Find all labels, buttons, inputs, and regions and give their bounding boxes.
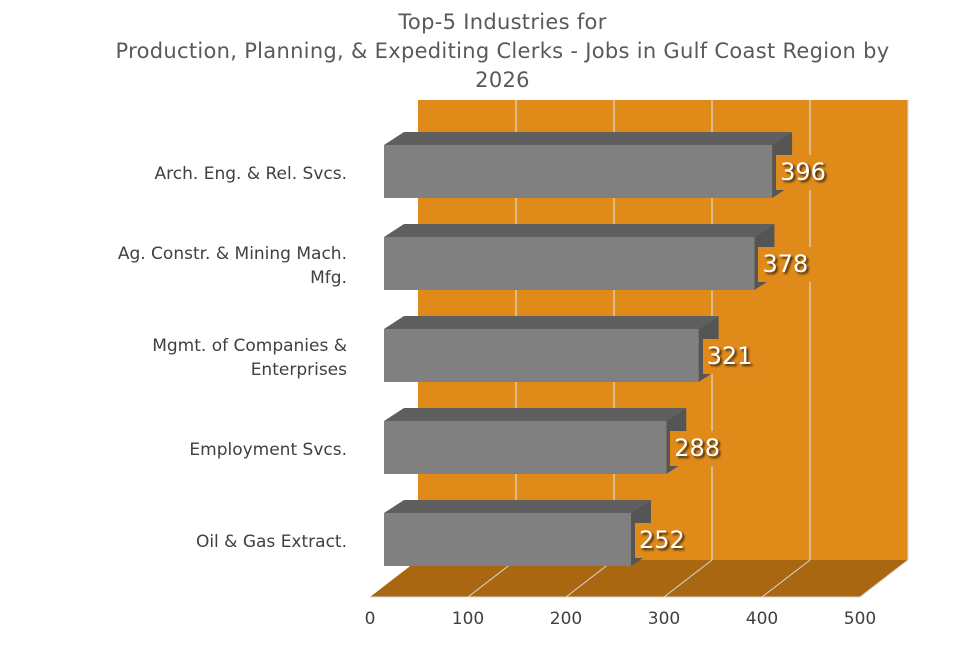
category-label-line: Employment Svcs. [189,439,347,460]
bar [384,237,755,290]
data-label: 378 [758,247,813,282]
bar-top-face [384,224,775,237]
bar [384,421,667,474]
x-tick-label: 100 [451,609,485,629]
data-label: 396 [776,155,830,190]
data-label: 321 [702,339,757,374]
category-label-line: Arch. Eng. & Rel. Svcs. [154,163,347,184]
chart-title: Top-5 Industries for Production, Plannin… [0,8,975,95]
data-label: 288 [670,431,725,466]
title-line-3: 2026 [475,68,530,92]
x-tick-label: 200 [549,609,583,629]
x-tick-label: 500 [843,609,877,629]
data-label: 252 [634,523,689,558]
gridline-floor [467,559,517,598]
category-label-line: Mgmt. of Companies & [152,335,347,356]
x-tick-label: 0 [364,609,376,629]
category-label-line: Oil & Gas Extract. [195,531,347,552]
x-tick-label: 300 [647,609,681,629]
bar [384,513,631,566]
category-label: Oil & Gas Extract. [17,530,347,554]
bar-top-face [384,500,651,513]
gridline-floor [859,559,909,598]
bar [384,145,773,198]
x-tick-label: 400 [745,609,779,629]
category-label: Arch. Eng. & Rel. Svcs. [17,162,347,186]
bar [384,329,699,382]
category-label-line: Enterprises [250,359,347,380]
category-label: Mgmt. of Companies & Enterprises [17,334,347,382]
category-label: Employment Svcs. [17,438,347,462]
bar-top-face [384,316,719,329]
bar-top-face [384,408,687,421]
category-label: Ag. Constr. & Mining Mach. Mfg. [17,242,347,290]
bar-top-face [384,132,793,145]
gridline-floor [663,559,713,598]
category-label-line: Mfg. [310,267,347,288]
category-label-line: Ag. Constr. & Mining Mach. [117,243,347,264]
title-line-1: Top-5 Industries for [398,10,607,34]
gridline-floor [565,559,615,598]
gridline-floor [761,559,811,598]
title-line-2: Production, Planning, & Expediting Clerk… [115,39,890,63]
